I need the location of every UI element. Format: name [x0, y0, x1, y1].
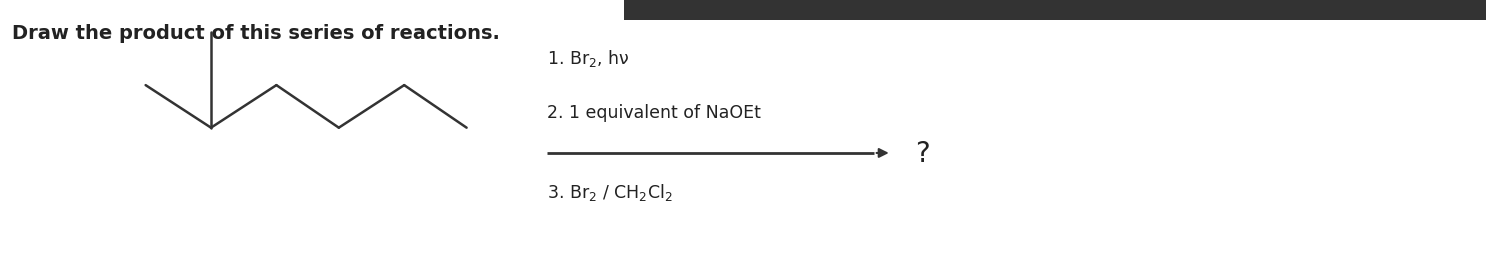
- Text: 3. Br$_2$ / CH$_2$Cl$_2$: 3. Br$_2$ / CH$_2$Cl$_2$: [547, 182, 673, 203]
- Text: 1. Br$_2$, hν: 1. Br$_2$, hν: [547, 48, 630, 69]
- Bar: [624, 0, 1486, 20]
- Text: Draw the product of this series of reactions.: Draw the product of this series of react…: [12, 24, 499, 43]
- Text: 2. 1 equivalent of NaOEt: 2. 1 equivalent of NaOEt: [547, 104, 761, 122]
- Text: ?: ?: [915, 140, 930, 168]
